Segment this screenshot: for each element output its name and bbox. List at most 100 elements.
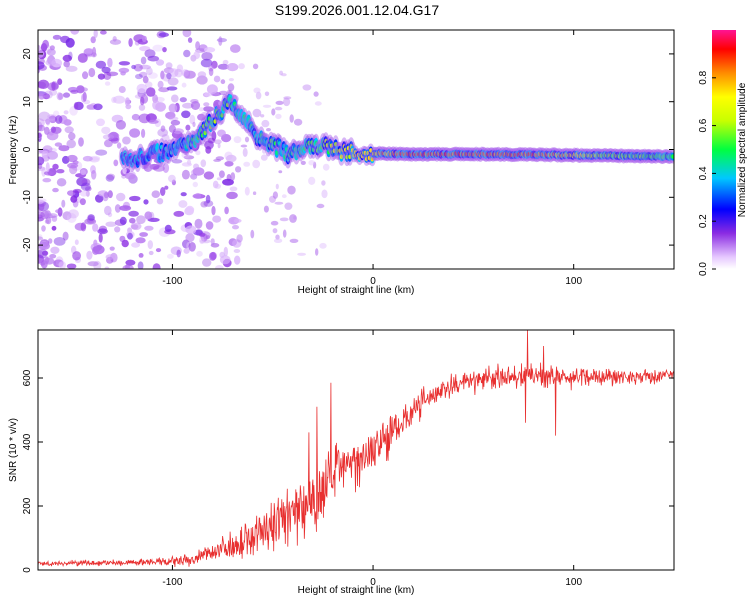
heatmap-noise-cell (224, 206, 229, 215)
heatmap-noise-cell (116, 142, 122, 149)
heatmap-noise-cell (322, 163, 330, 171)
heatmap-noise-cell (46, 131, 59, 141)
heatmap-noise-cell (134, 94, 146, 99)
heatmap-noise-cell (122, 136, 131, 145)
heatmap-noise-cell (157, 80, 164, 89)
colorbar-label: Normalized spectral amplitude (737, 82, 748, 217)
heatmap-noise-cell (212, 215, 222, 223)
heatmap-noise-cell (168, 124, 176, 133)
heatmap-noise-cell (181, 162, 192, 167)
heatmap-noise-cell (131, 64, 137, 70)
heatmap-noise-cell (181, 82, 187, 88)
heatmap-noise-cell (183, 155, 195, 160)
heatmap-noise-cell (151, 190, 161, 198)
heatmap-noise-cell (233, 136, 242, 144)
heatmap-noise-cell (143, 162, 153, 172)
heatmap-noise-cell (190, 173, 198, 180)
heatmap-noise-cell (50, 246, 60, 254)
heatmap-ridge-core (226, 102, 230, 108)
heatmap-noise-cell (38, 124, 45, 132)
heatmap-ridge-core (280, 150, 284, 155)
heatmap-noise-cell (127, 232, 133, 240)
heatmap-noise-cell (181, 169, 190, 180)
heatmap-noise-cell (136, 215, 146, 225)
snr-frame (37, 329, 675, 571)
heatmap-noise-cell (275, 113, 282, 120)
heatmap-noise-cell (116, 192, 126, 202)
heatmap-noise-cell (240, 144, 248, 148)
heatmap-noise-cell (79, 190, 88, 197)
heatmap-noise-cell (42, 39, 49, 49)
heatmap-noise-cell (92, 223, 99, 232)
heatmap-noise-cell (67, 209, 79, 219)
heatmap-noise-cell (74, 239, 79, 245)
heatmap-noise-cell (52, 163, 59, 170)
heatmap-noise-cell (41, 225, 46, 232)
heatmap-noise-cell (195, 150, 201, 156)
heatmap-x-ticks: -100 0 100 (162, 30, 582, 287)
heatmap-noise-cell (278, 170, 283, 174)
heatmap-noise-cell (209, 252, 217, 261)
heatmap-ridge-core (213, 119, 217, 124)
heatmap-noise-cell (217, 129, 226, 137)
heatmap-noise-cell (208, 67, 214, 77)
heatmap-noise-cell (185, 205, 195, 214)
heatmap-noise-cell (63, 60, 70, 68)
heatmap-noise-cell (139, 232, 149, 237)
heatmap-ridge-core (285, 147, 289, 152)
heatmap-noise-cell (281, 73, 287, 77)
heatmap-noise-cell (68, 132, 76, 141)
heatmap-noise-cell (205, 194, 211, 204)
heatmap-noise-cell (80, 169, 86, 176)
heatmap-noise-cell (193, 163, 200, 170)
heatmap-noise-cell (85, 186, 92, 192)
heatmap-noise-cell (182, 30, 192, 38)
heatmap-noise-cell (124, 172, 136, 180)
heatmap-noise-cell (49, 253, 57, 259)
heatmap-noise-cell (218, 170, 225, 178)
heatmap-noise-cell (109, 246, 115, 251)
snr-x-tick-label: -100 (162, 577, 182, 588)
heatmap-noise-cell (57, 78, 63, 85)
heatmap-noise-cell (46, 151, 58, 160)
heatmap-noise-cell (53, 237, 66, 246)
heatmap-noise-cell (192, 121, 196, 128)
heatmap-noise-cell (215, 265, 224, 269)
heatmap-noise-cell (148, 119, 159, 124)
heatmap-noise-cell (58, 145, 70, 152)
heatmap-noise-cell (41, 150, 49, 159)
heatmap-noise-cell (66, 154, 78, 163)
heatmap-noise-cell (97, 228, 108, 235)
heatmap-noise-cell (105, 221, 117, 227)
heatmap-noise-cell (145, 81, 153, 88)
colorbar-ticks: 0.0 0.2 0.4 0.6 0.8 (698, 70, 716, 276)
heatmap-noise-cell (203, 200, 214, 207)
heatmap-noise-cell (101, 66, 111, 74)
heatmap-noise-cell (188, 242, 196, 252)
snr-y-tick-label: 600 (22, 369, 33, 386)
heatmap-noise-cell (122, 166, 127, 175)
heatmap-noise-cell (224, 151, 233, 161)
heatmap-noise-cell (211, 130, 217, 141)
heatmap-noise-cell (218, 36, 223, 46)
heatmap-noise-cell (56, 178, 67, 187)
heatmap-noise-cell (92, 246, 100, 255)
heatmap-noise-cell (93, 260, 102, 269)
heatmap-ridge-core (339, 154, 343, 159)
heatmap-noise-cell (38, 234, 43, 239)
heatmap-noise-cell (190, 169, 201, 176)
heatmap-noise-cell (213, 99, 222, 110)
heatmap-noise-cell (173, 210, 185, 217)
heatmap-y-tick-label: -10 (22, 190, 33, 205)
heatmap-noise-cell (170, 119, 181, 126)
heatmap-noise-cell (113, 159, 119, 167)
heatmap-ridge-core (314, 140, 318, 145)
heatmap-noise-cell (213, 75, 221, 83)
heatmap-ridge-core (278, 141, 282, 146)
heatmap-noise-cell (314, 101, 322, 106)
heatmap-noise-cell (118, 86, 126, 93)
heatmap-noise-cell (98, 233, 103, 243)
heatmap-noise-cell (315, 248, 319, 256)
heatmap-noise-cell (316, 203, 325, 209)
heatmap-noise-cell (63, 110, 69, 115)
